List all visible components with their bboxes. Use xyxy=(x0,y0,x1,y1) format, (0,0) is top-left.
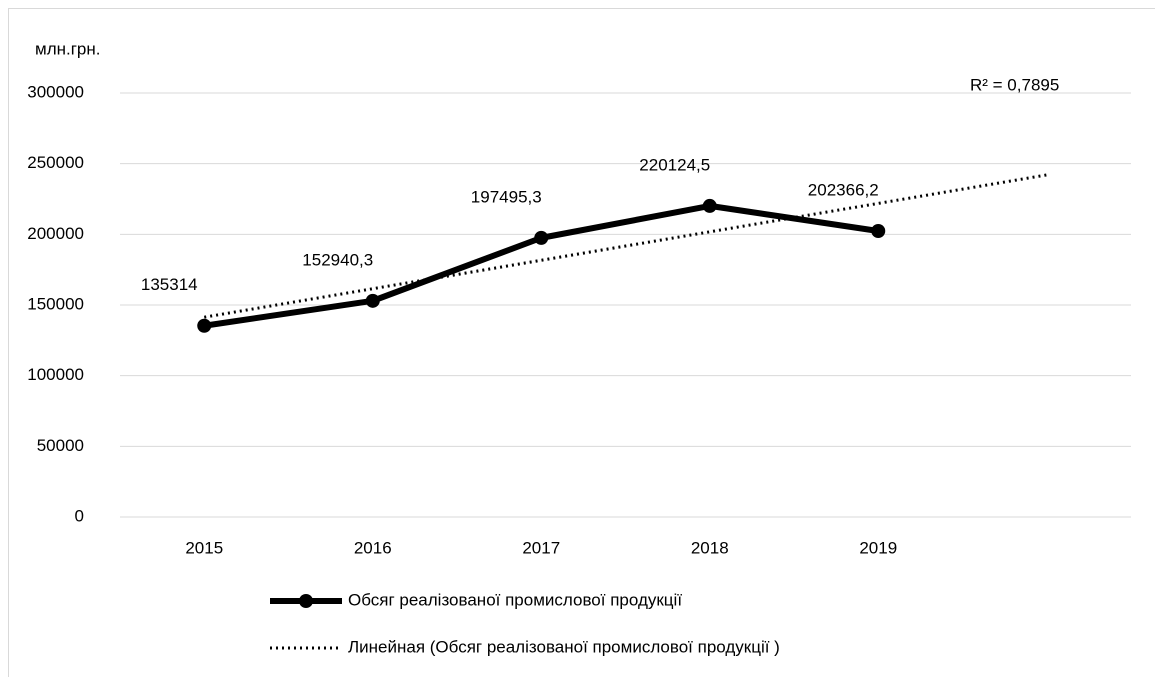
point-marker xyxy=(702,198,717,213)
x-tick-label: 2019 xyxy=(859,538,897,557)
chart-frame xyxy=(8,8,1155,677)
legend-label: Обсяг реалізованої промислової продукції xyxy=(348,590,682,609)
point-marker xyxy=(197,318,212,333)
legend-label: Линейная (Обсяг реалізованої промислової… xyxy=(348,637,780,656)
y-tick-label: 150000 xyxy=(27,294,84,313)
x-tick-label: 2015 xyxy=(185,538,223,557)
data-label: 135314 xyxy=(141,275,198,294)
y-tick-label: 0 xyxy=(75,506,84,525)
data-label: 220124,5 xyxy=(639,155,710,174)
y-tick-label: 250000 xyxy=(27,153,84,172)
y-tick-label: 300000 xyxy=(27,82,84,101)
data-label: 202366,2 xyxy=(808,180,879,199)
data-label: 197495,3 xyxy=(471,187,542,206)
r-squared: R² = 0,7895 xyxy=(970,75,1059,94)
point-marker xyxy=(534,230,549,245)
trendline xyxy=(204,173,1047,319)
y-axis-label: млн.грн. xyxy=(35,39,101,58)
x-tick-label: 2018 xyxy=(691,538,729,557)
y-tick-label: 100000 xyxy=(27,365,84,384)
point-marker xyxy=(871,223,886,238)
x-tick-label: 2016 xyxy=(354,538,392,557)
legend-marker xyxy=(299,594,313,608)
y-tick-label: 200000 xyxy=(27,224,84,243)
y-tick-label: 50000 xyxy=(37,436,84,455)
point-marker xyxy=(365,293,380,308)
data-label: 152940,3 xyxy=(302,250,373,269)
x-tick-label: 2017 xyxy=(522,538,560,557)
